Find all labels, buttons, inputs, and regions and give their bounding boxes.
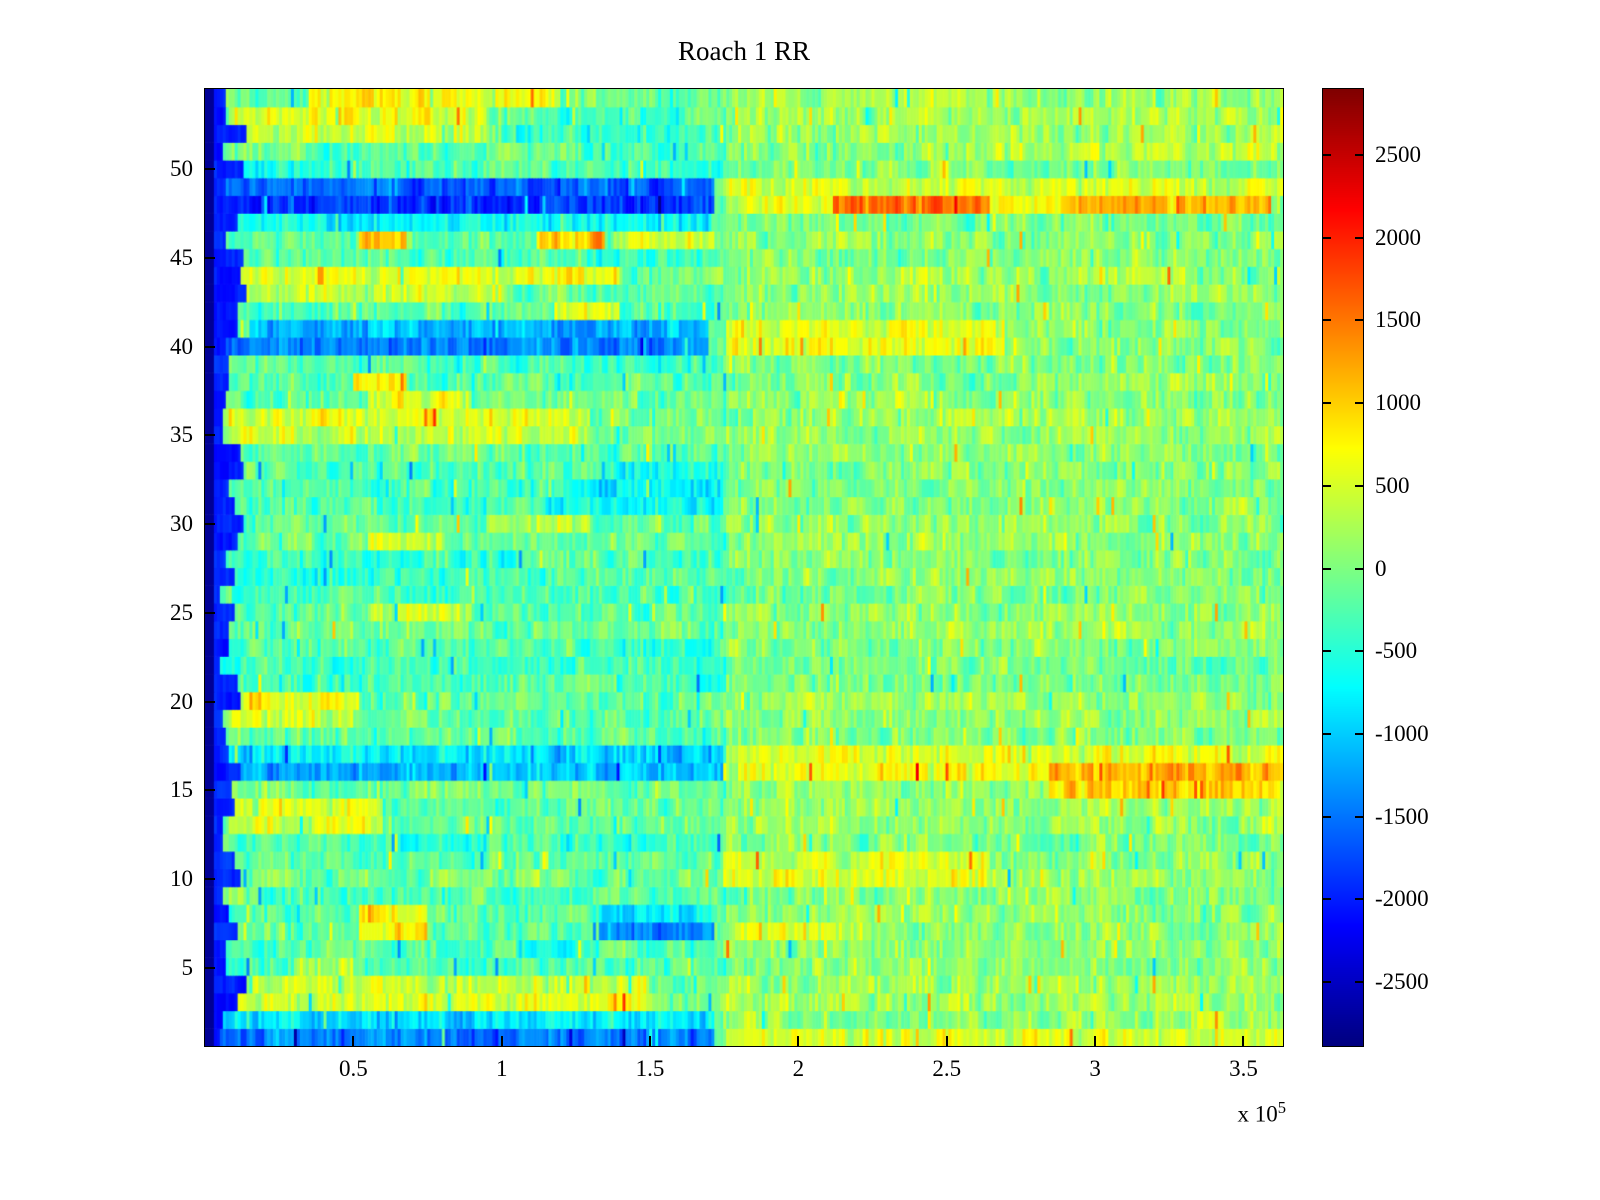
colorbar: 2500 2000 1500 1000 500 0 -500 -1000 -1500 -2000 -… xyxy=(1322,88,1429,1047)
colorbar-tick-mark xyxy=(1355,732,1363,735)
y-tick-label: 5 xyxy=(181,955,194,981)
colorbar-tick-mark xyxy=(1323,402,1331,405)
y-tick-label: 40 xyxy=(170,333,193,359)
x-tick-label: 2 xyxy=(792,1056,805,1081)
x-tick-mark xyxy=(649,1036,652,1046)
x-tick-mark xyxy=(352,1036,355,1046)
colorbar-tick-label: 0 xyxy=(1375,555,1387,581)
colorbar-tick-mark xyxy=(1355,236,1363,239)
colorbar-tick-mark xyxy=(1323,154,1331,157)
colorbar-tick-mark xyxy=(1355,980,1363,983)
x-tick-label: 0.5 xyxy=(338,1056,368,1081)
colorbar-tick-mark xyxy=(1323,319,1331,322)
x-tick-mark xyxy=(945,1036,948,1046)
colorbar-tick-label: -2500 xyxy=(1375,968,1429,994)
x-axis-multiplier: x 105 xyxy=(1237,1098,1286,1128)
y-tick-mark xyxy=(205,700,215,703)
y-tick-mark xyxy=(205,345,215,348)
y-tick-mark xyxy=(205,878,215,881)
colorbar-tick-mark xyxy=(1355,650,1363,653)
y-tick-label: 15 xyxy=(170,777,193,803)
y-tick-label: 50 xyxy=(170,155,193,181)
colorbar-tick-label: 1000 xyxy=(1375,390,1421,416)
y-tick-mark xyxy=(205,434,215,437)
y-tick-mark xyxy=(205,523,215,526)
colorbar-tick-label: 2500 xyxy=(1375,142,1421,168)
y-tick-label: 45 xyxy=(170,244,193,270)
colorbar-tick-label: -2000 xyxy=(1375,886,1429,912)
colorbar-tick-mark xyxy=(1323,898,1331,901)
x-tick-mark xyxy=(1094,1036,1097,1046)
colorbar-tick-mark xyxy=(1323,732,1331,735)
colorbar-tick-mark xyxy=(1323,567,1331,570)
x-tick-label: 2.5 xyxy=(932,1056,962,1081)
heatmap-canvas xyxy=(205,89,1283,1046)
y-tick-mark xyxy=(205,167,215,170)
colorbar-tick-mark xyxy=(1355,154,1363,157)
x-axis-multiplier-exponent: 5 xyxy=(1277,1098,1286,1117)
chart-title: Roach 1 RR xyxy=(678,36,810,66)
colorbar-tick-label: 2000 xyxy=(1375,224,1421,250)
x-tick-label: 1.5 xyxy=(635,1056,665,1081)
colorbar-tick-mark xyxy=(1355,484,1363,487)
colorbar-tick-label: 500 xyxy=(1375,472,1410,498)
y-tick-mark xyxy=(205,789,215,792)
colorbar-tick-mark xyxy=(1355,815,1363,818)
x-axis-multiplier-base: x 10 xyxy=(1237,1101,1278,1127)
y-tick-label: 20 xyxy=(170,688,193,714)
colorbar-tick-mark xyxy=(1355,567,1363,570)
colorbar-tick-mark xyxy=(1323,484,1331,487)
y-tick-mark xyxy=(205,611,215,614)
colorbar-tick-label: 1500 xyxy=(1375,307,1421,333)
y-tick-label: 25 xyxy=(170,599,193,625)
colorbar-tick-mark xyxy=(1323,815,1331,818)
colorbar-tick-mark xyxy=(1355,402,1363,405)
y-tick-label: 10 xyxy=(170,866,193,892)
y-tick-mark xyxy=(205,967,215,970)
colorbar-tick-mark xyxy=(1323,650,1331,653)
x-tick-label: 3.5 xyxy=(1229,1056,1258,1081)
x-tick-label: 1 xyxy=(495,1056,508,1081)
y-tick-mark xyxy=(205,256,215,259)
colorbar-tick-mark xyxy=(1323,236,1331,239)
plot-area: 5 10 15 20 25 30 35 40 45 50 0.5 1 1.5 2 2.5 3 3.5 xyxy=(170,88,1284,1081)
colorbar-tick-label: -1500 xyxy=(1375,803,1429,829)
x-tick-mark xyxy=(797,1036,800,1046)
colorbar-tick-label: -1000 xyxy=(1375,720,1429,746)
colorbar-tick-mark xyxy=(1355,898,1363,901)
y-tick-label: 35 xyxy=(170,422,193,448)
y-tick-label: 30 xyxy=(170,511,193,537)
x-tick-mark xyxy=(500,1036,503,1046)
x-tick-label: 3 xyxy=(1089,1056,1101,1081)
x-tick-mark xyxy=(1242,1036,1245,1046)
colorbar-tick-mark xyxy=(1323,980,1331,983)
colorbar-tick-label: -500 xyxy=(1375,638,1418,664)
colorbar-tick-mark xyxy=(1355,319,1363,322)
